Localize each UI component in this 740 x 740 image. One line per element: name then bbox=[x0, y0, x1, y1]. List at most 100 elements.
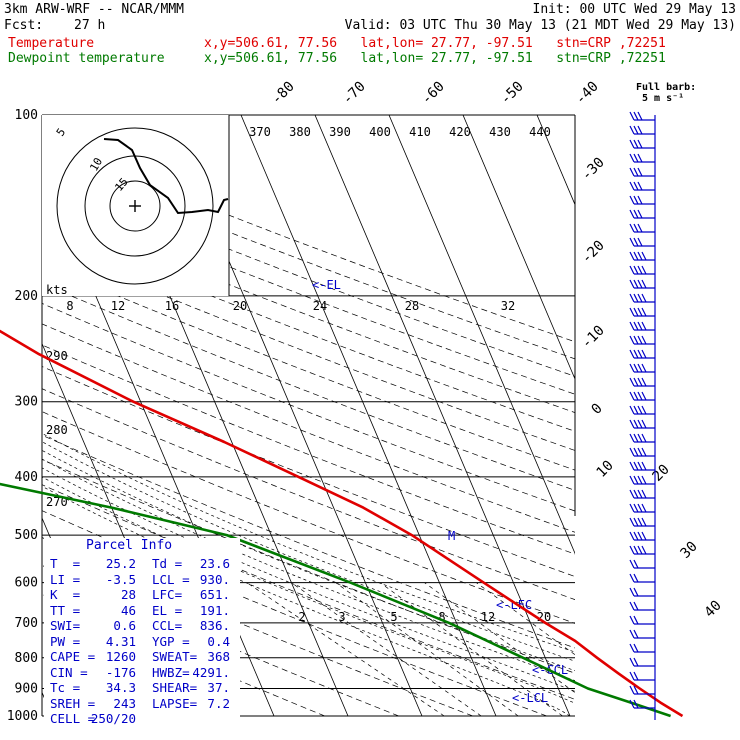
wind-barb bbox=[629, 573, 655, 583]
wind-barb bbox=[629, 209, 655, 219]
barb-feather bbox=[633, 503, 639, 513]
barb-feather bbox=[629, 475, 635, 485]
hodograph-trace bbox=[103, 138, 229, 215]
parcel-info-cell: 651. bbox=[199, 587, 230, 602]
barb-feather bbox=[641, 279, 647, 289]
barb-feather bbox=[633, 447, 639, 457]
theta-label: 400 bbox=[369, 125, 391, 139]
parcel-info-cell: CCL= bbox=[152, 618, 183, 633]
wind-barb bbox=[629, 349, 655, 359]
dry-adiabat bbox=[42, 434, 575, 649]
barb-feather bbox=[633, 433, 639, 443]
temperature-tick-label: -60 bbox=[419, 79, 448, 108]
hodograph-ring bbox=[56, 127, 214, 285]
barb-feather bbox=[637, 125, 643, 135]
mixing-ratio-line bbox=[380, 582, 563, 716]
parcel-info-cell: 250/20 bbox=[90, 711, 136, 726]
barb-feather bbox=[637, 503, 643, 513]
barb-feather bbox=[629, 433, 635, 443]
mixing-ratio-line bbox=[291, 582, 482, 716]
wind-barb bbox=[629, 167, 655, 177]
hodograph-axis-label: 12 bbox=[111, 299, 125, 313]
barb-feather bbox=[629, 489, 635, 499]
dry-adiabat bbox=[42, 226, 575, 432]
annotation: <-LCL bbox=[512, 691, 548, 705]
theta-label: 410 bbox=[409, 125, 431, 139]
dry-adiabat bbox=[42, 283, 575, 491]
temperature-tick-label: 40 bbox=[702, 598, 725, 621]
barb-feather bbox=[641, 405, 647, 415]
temperature-tick-label: 10 bbox=[594, 458, 617, 481]
temperature-tick-label: 0 bbox=[589, 401, 606, 418]
moist-adiabat bbox=[42, 449, 575, 672]
barb-feather bbox=[629, 447, 635, 457]
barb-feather bbox=[633, 321, 639, 331]
pressure-label-900: 900 bbox=[15, 681, 38, 696]
wind-barb bbox=[629, 433, 655, 443]
parcel-info-cell: LI = bbox=[50, 571, 81, 587]
wind-barb bbox=[629, 237, 655, 247]
pressure-label-700: 700 bbox=[15, 616, 38, 631]
parcel-info-cell: LCL = bbox=[152, 571, 190, 587]
barb-feather bbox=[641, 335, 647, 345]
parcel-info-cell: 836. bbox=[199, 618, 230, 633]
parcel-info-cell: K = bbox=[50, 587, 81, 602]
mixing-ratio-line bbox=[476, 582, 575, 656]
wind-barb bbox=[629, 153, 655, 163]
barb-feather bbox=[633, 279, 639, 289]
barb-feather bbox=[633, 377, 639, 387]
barb-feather bbox=[629, 405, 635, 415]
barb-feather bbox=[629, 363, 635, 373]
model-title: 3km ARW-WRF -- NCAR/MMM bbox=[4, 2, 185, 17]
barb-feather bbox=[637, 531, 643, 541]
barb-feather bbox=[629, 517, 635, 527]
theta-label: 430 bbox=[489, 125, 511, 139]
barb-feather bbox=[629, 223, 635, 233]
barb-feather bbox=[637, 293, 643, 303]
temperature-tick-label: -80 bbox=[269, 79, 298, 108]
barb-feather bbox=[629, 699, 635, 709]
barb-feather bbox=[633, 139, 639, 149]
hodograph-axis-label: 16 bbox=[165, 299, 179, 313]
barb-feather bbox=[629, 279, 635, 289]
barb-feather bbox=[629, 391, 635, 401]
barb-feather bbox=[637, 153, 643, 163]
barb-feather bbox=[633, 657, 639, 667]
wind-barb bbox=[629, 125, 655, 135]
barb-feather bbox=[629, 321, 635, 331]
valid-time: Valid: 03 UTC Thu 30 May 13 (21 MDT Wed … bbox=[344, 18, 736, 33]
dewpoint-legend-label: Dewpoint temperature bbox=[8, 51, 165, 66]
barb-feather bbox=[629, 643, 635, 653]
parcel-info-cell: Td = bbox=[152, 556, 183, 571]
wind-barb bbox=[629, 531, 655, 541]
wind-barb bbox=[629, 699, 655, 709]
barb-feather bbox=[637, 251, 643, 261]
barb-feather bbox=[637, 517, 643, 527]
barb-feather bbox=[633, 195, 639, 205]
barb-feather bbox=[629, 419, 635, 429]
wind-barb bbox=[629, 181, 655, 191]
barb-feather bbox=[633, 545, 639, 555]
isotherm bbox=[240, 115, 497, 716]
init-time: Init: 00 UTC Wed 29 May 13 bbox=[532, 2, 737, 17]
barb-feather bbox=[637, 475, 643, 485]
barb-feather bbox=[633, 293, 639, 303]
barb-feather bbox=[637, 279, 643, 289]
hodograph-axis-label: 28 bbox=[405, 299, 419, 313]
wind-barb bbox=[629, 489, 655, 499]
wind-barb bbox=[629, 545, 655, 555]
dry-adiabat bbox=[42, 564, 399, 716]
barb-feather bbox=[633, 573, 639, 583]
pressure-label-600: 600 bbox=[15, 576, 38, 591]
wind-barb bbox=[629, 293, 655, 303]
barb-feather bbox=[633, 405, 639, 415]
fcst-label: Fcst: bbox=[4, 18, 44, 33]
dry-adiabat bbox=[42, 344, 575, 555]
barb-feather bbox=[637, 307, 643, 317]
parcel-info-cell: EL = bbox=[152, 602, 183, 618]
wind-barb bbox=[629, 419, 655, 429]
barb-feather bbox=[629, 545, 635, 555]
parcel-info-panel: Parcel Info T = 25.2 Td = 23.6 LI = -3.5 LCL =… bbox=[44, 538, 240, 730]
barb-feather bbox=[637, 391, 643, 401]
wind-barb bbox=[629, 657, 655, 667]
